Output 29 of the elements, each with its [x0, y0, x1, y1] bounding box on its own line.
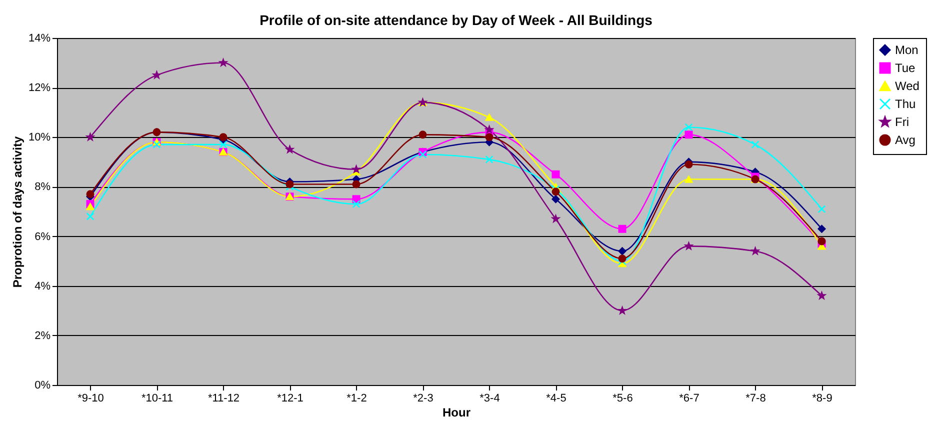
legend-label: Avg: [895, 133, 916, 147]
legend-label: Fri: [895, 115, 909, 129]
x-tick-label: *2-3: [413, 392, 434, 404]
y-tick-label: 12%: [28, 82, 51, 94]
chart-title: Profile of on-site attendance by Day of Week - All Buildings: [260, 12, 653, 28]
x-tick-label: *5-6: [612, 392, 633, 404]
x-tick-label: *10-11: [141, 392, 174, 404]
legend-label: Tue: [895, 61, 916, 75]
y-tick-label: 14%: [28, 32, 51, 44]
x-tick-label: *11-12: [208, 392, 240, 404]
y-tick-label: 0%: [34, 380, 51, 392]
y-tick-label: 4%: [34, 280, 51, 292]
legend-label: Thu: [895, 97, 916, 111]
y-tick-label: 10%: [28, 132, 51, 144]
x-tick-label: *1-2: [346, 392, 367, 404]
x-tick-label: *3-4: [480, 392, 500, 404]
x-axis-title: Hour: [442, 406, 471, 420]
legend-label: Wed: [895, 79, 920, 93]
x-tick-label: *7-8: [746, 392, 766, 404]
y-tick-label: 6%: [34, 230, 51, 243]
y-axis-title: Proprotion of days activity: [10, 136, 24, 288]
x-tick-label: *8-9: [812, 392, 832, 404]
x-tick-label: *6-7: [679, 392, 700, 404]
y-tick-label: 8%: [34, 181, 51, 194]
legend-label: Mon: [895, 43, 918, 57]
x-tick-label: *4-5: [546, 392, 566, 404]
x-tick-label: *12-1: [277, 392, 304, 404]
y-tick-label: 2%: [34, 330, 51, 342]
x-tick-label: *9-10: [78, 392, 104, 404]
